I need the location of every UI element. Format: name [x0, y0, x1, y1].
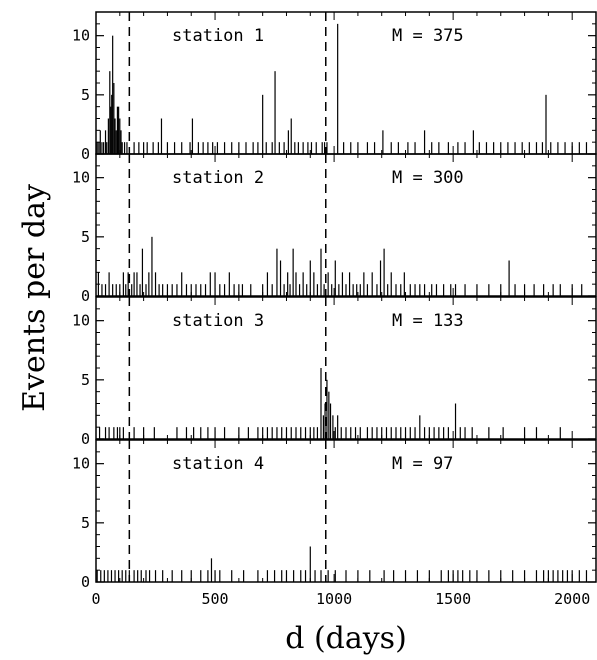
m-label: M = 375 — [392, 26, 464, 46]
y-tick-label: 0 — [81, 430, 90, 448]
y-tick-label: 5 — [81, 86, 90, 104]
station-label: station 3 — [172, 311, 264, 331]
panel-station-3: 0 5 10 station 3 M = 133 — [72, 296, 597, 448]
panel-frame — [95, 296, 597, 440]
panel-frame — [95, 153, 597, 297]
y-tick-label: 10 — [72, 312, 90, 330]
m-label: M = 97 — [392, 454, 453, 474]
panels: 0 5 10 station 1 M = 375 0 5 10 station 2 M = 300… — [72, 11, 597, 591]
x-tick-label: 0 — [91, 590, 100, 608]
x-tick-label: 500 — [202, 590, 229, 608]
m-label: M = 300 — [392, 168, 464, 188]
y-tick-label: 0 — [81, 287, 90, 305]
y-tick-label: 10 — [72, 27, 90, 45]
x-tick-label: 2000 — [554, 590, 590, 608]
x-tick-label: 1500 — [435, 590, 471, 608]
panel-station-1: 0 5 10 station 1 M = 375 — [72, 11, 597, 163]
panel-station-4: 0 5 10 station 4 M = 97 — [72, 439, 597, 591]
y-tick-label: 10 — [72, 169, 90, 187]
y-tick-label: 0 — [81, 573, 90, 591]
y-tick-label: 5 — [81, 371, 90, 389]
panel-station-2: 0 5 10 station 2 M = 300 — [72, 153, 597, 305]
y-tick-label: 5 — [81, 228, 90, 246]
station-label: station 1 — [172, 26, 264, 46]
x-tick-label: 1000 — [316, 590, 352, 608]
m-label: M = 133 — [392, 311, 464, 331]
y-tick-label: 10 — [72, 455, 90, 473]
y-tick-label: 0 — [81, 145, 90, 163]
x-axis: 0 500 1000 1500 2000 — [91, 590, 590, 608]
y-axis-title: Events per day — [17, 184, 52, 412]
x-axis-title: d (days) — [285, 621, 407, 656]
station-label: station 4 — [172, 454, 264, 474]
station-label: station 2 — [172, 168, 264, 188]
y-tick-label: 5 — [81, 514, 90, 532]
panel-frame — [95, 439, 597, 583]
panel-frame — [95, 11, 597, 155]
